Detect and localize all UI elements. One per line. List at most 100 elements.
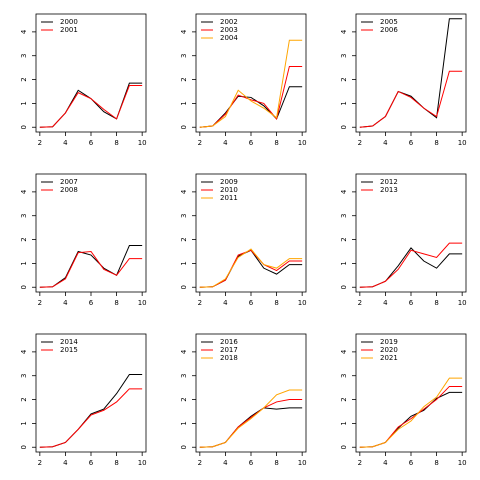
- series-line: [199, 65, 303, 128]
- series-line: [199, 39, 303, 128]
- plot-frame: [195, 173, 307, 293]
- x-tick-label: 2: [38, 459, 42, 467]
- x-tick-label: 2: [358, 139, 362, 147]
- x-tick-label: 4: [383, 299, 388, 307]
- x-tick-label: 4: [223, 459, 228, 467]
- y-tick-label: 2: [20, 237, 28, 241]
- y-tick-label: 0: [340, 125, 348, 129]
- x-tick-label: 6: [89, 299, 94, 307]
- y-tick-label: 2: [340, 77, 348, 81]
- y-tick-label: 3: [340, 373, 348, 377]
- y-tick-label: 1: [180, 261, 188, 265]
- x-tick-label: 4: [63, 459, 68, 467]
- y-tick-label: 2: [340, 237, 348, 241]
- legend-label: 2014: [60, 338, 78, 346]
- y-tick-label: 1: [340, 261, 348, 265]
- plot-frame: [35, 173, 147, 293]
- y-tick-label: 4: [340, 349, 348, 354]
- legend-label: 2000: [60, 18, 78, 26]
- x-tick-label: 6: [409, 299, 414, 307]
- y-tick-label: 4: [180, 349, 188, 354]
- series-line: [199, 249, 303, 288]
- y-tick-label: 1: [20, 101, 28, 105]
- series-line: [359, 70, 463, 128]
- x-tick-label: 6: [89, 459, 94, 467]
- y-tick-label: 0: [20, 125, 28, 129]
- y-tick-label: 2: [180, 237, 188, 241]
- y-tick-label: 3: [340, 213, 348, 217]
- plot-frame: [355, 173, 467, 293]
- x-tick-label: 8: [114, 459, 118, 467]
- x-tick-label: 4: [63, 139, 68, 147]
- y-tick-label: 3: [20, 53, 28, 57]
- y-tick-label: 3: [180, 373, 188, 377]
- x-tick-label: 10: [458, 459, 467, 467]
- y-tick-label: 4: [20, 189, 28, 194]
- x-tick-label: 4: [63, 299, 68, 307]
- series-line: [359, 391, 463, 448]
- series-line: [359, 247, 463, 288]
- x-tick-label: 10: [298, 459, 307, 467]
- x-tick-label: 10: [138, 299, 147, 307]
- series-line: [39, 374, 143, 448]
- series-line: [359, 18, 463, 128]
- x-tick-label: 10: [458, 139, 467, 147]
- y-tick-label: 0: [180, 125, 188, 129]
- legend-label: 2010: [220, 186, 238, 194]
- x-tick-label: 2: [38, 139, 42, 147]
- y-tick-label: 4: [180, 29, 188, 34]
- x-tick-label: 8: [274, 299, 278, 307]
- y-tick-label: 1: [340, 101, 348, 105]
- x-tick-label: 8: [114, 139, 118, 147]
- x-tick-label: 2: [198, 299, 202, 307]
- series-line: [199, 407, 303, 448]
- series-line: [39, 388, 143, 448]
- y-tick-label: 3: [180, 213, 188, 217]
- series-line: [199, 249, 303, 288]
- plot-frame: [35, 13, 147, 133]
- y-tick-label: 0: [20, 285, 28, 289]
- legend-label: 2021: [380, 354, 398, 362]
- y-tick-label: 1: [20, 421, 28, 425]
- x-tick-label: 6: [409, 459, 414, 467]
- y-tick-label: 4: [340, 29, 348, 34]
- x-tick-label: 2: [358, 299, 362, 307]
- series-line: [199, 389, 303, 448]
- series-line: [199, 399, 303, 448]
- series-line: [39, 85, 143, 128]
- x-tick-label: 6: [249, 459, 254, 467]
- x-tick-label: 8: [274, 459, 278, 467]
- legend-label: 2008: [60, 186, 78, 194]
- x-tick-label: 4: [383, 459, 388, 467]
- legend-label: 2016: [220, 338, 238, 346]
- y-tick-label: 2: [180, 397, 188, 401]
- plot-frame: [35, 333, 147, 453]
- legend-label: 2018: [220, 354, 238, 362]
- y-tick-label: 3: [20, 373, 28, 377]
- legend-label: 2004: [220, 34, 238, 42]
- x-tick-label: 2: [358, 459, 362, 467]
- y-tick-label: 2: [180, 77, 188, 81]
- plot-frame: [355, 13, 467, 133]
- series-line: [39, 250, 143, 288]
- plot-frame: [195, 333, 307, 453]
- legend-label: 2007: [60, 178, 78, 186]
- x-tick-label: 8: [434, 139, 438, 147]
- x-tick-label: 10: [458, 299, 467, 307]
- x-tick-label: 8: [114, 299, 118, 307]
- y-tick-label: 4: [180, 189, 188, 194]
- y-tick-label: 0: [340, 285, 348, 289]
- legend-label: 2006: [380, 26, 398, 34]
- x-tick-label: 10: [138, 139, 147, 147]
- x-tick-label: 10: [138, 459, 147, 467]
- legend-label: 2011: [220, 194, 238, 202]
- y-tick-label: 1: [180, 421, 188, 425]
- x-tick-label: 8: [274, 139, 278, 147]
- plot-frame: [355, 333, 467, 453]
